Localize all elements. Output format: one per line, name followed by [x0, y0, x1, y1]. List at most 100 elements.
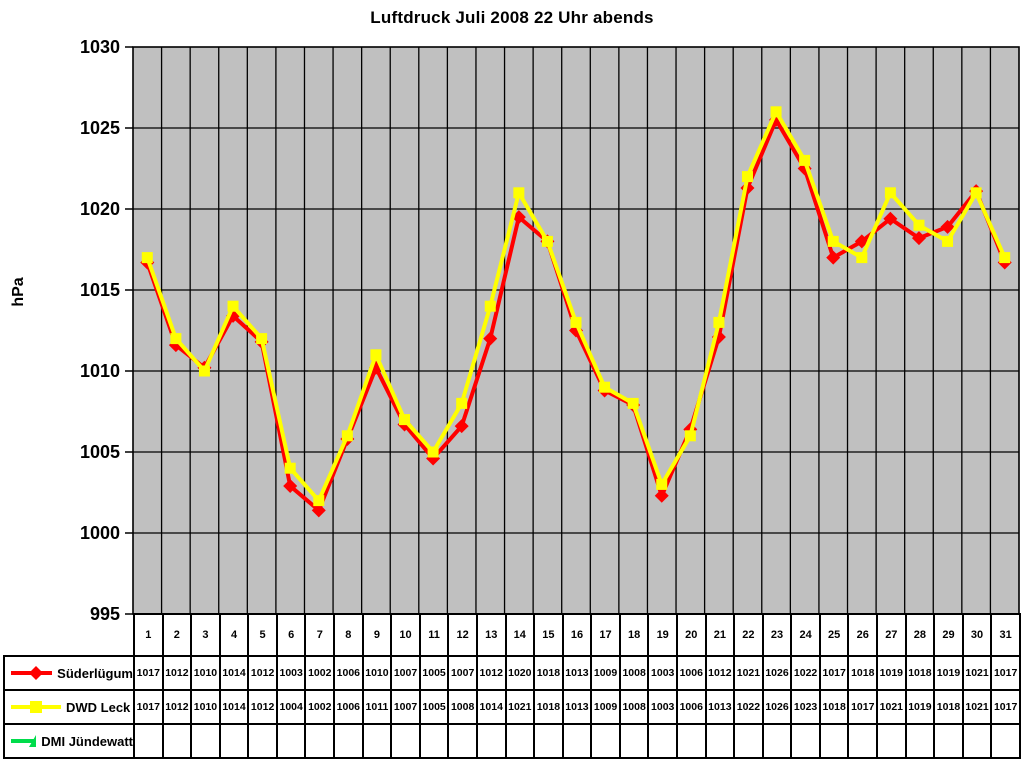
pressure-value-cell	[618, 723, 650, 759]
y-tick-label: 1010	[80, 361, 120, 381]
day-header-cell: 10	[390, 613, 421, 657]
data-point-square-icon	[599, 381, 611, 393]
day-header-cell: 8	[333, 613, 364, 657]
pressure-value-cell: 1018	[904, 655, 936, 691]
pressure-value-cell	[475, 723, 507, 759]
data-point-square-icon	[799, 154, 811, 166]
pressure-value-cell	[733, 723, 764, 759]
data-point-square-icon	[884, 187, 896, 199]
data-point-square-icon	[484, 300, 496, 312]
pressure-value-cell: 1003	[647, 655, 678, 691]
pressure-value-cell	[304, 723, 336, 759]
day-header-row: 1 2 3 4 5 6 7 8 9 10 11 12 13 14 15 16 17 18 19 20 21 22 23 24 2…	[4, 613, 1021, 657]
pressure-value-cell	[876, 723, 907, 759]
y-tick-label: 1025	[80, 118, 120, 138]
chart-canvas: 1030 1025 1020 1015 1010 1005 1000 995	[80, 37, 1020, 620]
pressure-value-cell	[790, 723, 821, 759]
data-point-square-icon	[827, 235, 839, 247]
data-point-square-icon	[256, 333, 268, 345]
data-point-square-icon	[713, 316, 725, 328]
pressure-value-cell: 1018	[933, 689, 964, 725]
data-point-diamond-icon	[311, 503, 326, 518]
pressure-value-cell: 1008	[447, 689, 478, 725]
pressure-value-cell: 1021	[961, 655, 993, 691]
pressure-value-cell	[590, 723, 621, 759]
data-point-square-icon	[427, 446, 439, 458]
pressure-value-cell: 1019	[904, 689, 936, 725]
pressure-value-cell: 1012	[161, 655, 193, 691]
day-header-cell: 27	[876, 613, 907, 657]
data-point-square-icon	[456, 397, 468, 409]
pressure-value-cell: 1012	[161, 689, 193, 725]
data-point-diamond-icon	[940, 219, 955, 234]
pressure-value-cell	[504, 723, 536, 759]
y-tick-label: 995	[90, 604, 120, 620]
y-tick-label: 1030	[80, 37, 120, 57]
legend-entry: DWD Leck	[6, 699, 132, 715]
pressure-value-cell	[961, 723, 993, 759]
data-point-square-icon	[856, 252, 868, 264]
pressure-value-cell: 1012	[475, 655, 507, 691]
data-point-diamond-icon	[911, 231, 926, 246]
day-header-cell: 18	[618, 613, 650, 657]
legend-entry: DMI Jündewatt	[6, 733, 132, 749]
data-point-diamond-icon	[654, 488, 669, 503]
day-header-cell: 7	[304, 613, 336, 657]
day-header-cell: 21	[704, 613, 736, 657]
day-header-cell: 16	[561, 613, 593, 657]
series-label-cell: DMI Jündewatt	[3, 723, 135, 759]
pressure-value-cell: 1006	[333, 655, 364, 691]
pressure-value-cell: 1010	[190, 689, 221, 725]
pressure-value-cell	[761, 723, 793, 759]
day-header-cell: 12	[447, 613, 478, 657]
pressure-value-cell: 1008	[618, 689, 650, 725]
data-point-diamond-icon	[511, 210, 526, 225]
pressure-value-cell: 1009	[590, 689, 621, 725]
data-point-square-icon	[513, 187, 525, 199]
pressure-value-cell	[447, 723, 478, 759]
data-point-square-icon	[170, 333, 182, 345]
pressure-value-cell	[333, 723, 364, 759]
pressure-value-cell: 1006	[675, 689, 707, 725]
data-point-square-icon	[141, 252, 153, 264]
day-header-cell: 4	[218, 613, 250, 657]
data-point-square-icon	[198, 365, 210, 377]
pressure-value-cell: 1022	[790, 655, 821, 691]
pressure-value-cell	[675, 723, 707, 759]
data-point-square-icon	[399, 414, 411, 426]
pressure-value-cell: 1002	[304, 689, 336, 725]
data-point-square-icon	[999, 252, 1011, 264]
pressure-value-cell	[218, 723, 250, 759]
data-point-diamond-icon	[454, 419, 469, 434]
day-header-cell: 20	[675, 613, 707, 657]
data-point-square-icon	[341, 430, 353, 442]
y-tick-label: 1005	[80, 442, 120, 462]
day-header-cell: 1	[133, 613, 164, 657]
legend-key-square-icon	[11, 701, 61, 713]
data-point-square-icon	[370, 349, 382, 361]
pressure-value-cell: 1005	[418, 655, 450, 691]
series-name-label: Süderlügum	[57, 665, 133, 681]
pressure-value-cell: 1026	[761, 689, 793, 725]
pressure-value-cell: 1012	[247, 689, 278, 725]
pressure-value-cell	[904, 723, 936, 759]
pressure-value-cell	[818, 723, 850, 759]
y-tick-label: 1015	[80, 280, 120, 300]
pressure-value-cell: 1003	[275, 655, 307, 691]
pressure-value-cell: 1020	[504, 655, 536, 691]
pressure-value-cell: 1021	[504, 689, 536, 725]
pressure-value-cell: 1012	[247, 655, 278, 691]
day-header-cell: 30	[961, 613, 993, 657]
data-point-square-icon	[770, 106, 782, 118]
data-point-square-icon	[313, 495, 325, 507]
data-point-diamond-icon	[283, 479, 298, 494]
pressure-value-cell	[533, 723, 564, 759]
data-table: 1 2 3 4 5 6 7 8 9 10 11 12 13 14 15 16 17 18 19 20 21 22 23 24 2…	[3, 613, 1021, 759]
day-header-cell: 26	[847, 613, 879, 657]
pressure-value-cell: 1021	[961, 689, 993, 725]
pressure-value-cell: 1026	[761, 655, 793, 691]
day-header-cell: 5	[247, 613, 278, 657]
pressure-value-cell	[647, 723, 678, 759]
pressure-value-cell: 1007	[390, 689, 421, 725]
